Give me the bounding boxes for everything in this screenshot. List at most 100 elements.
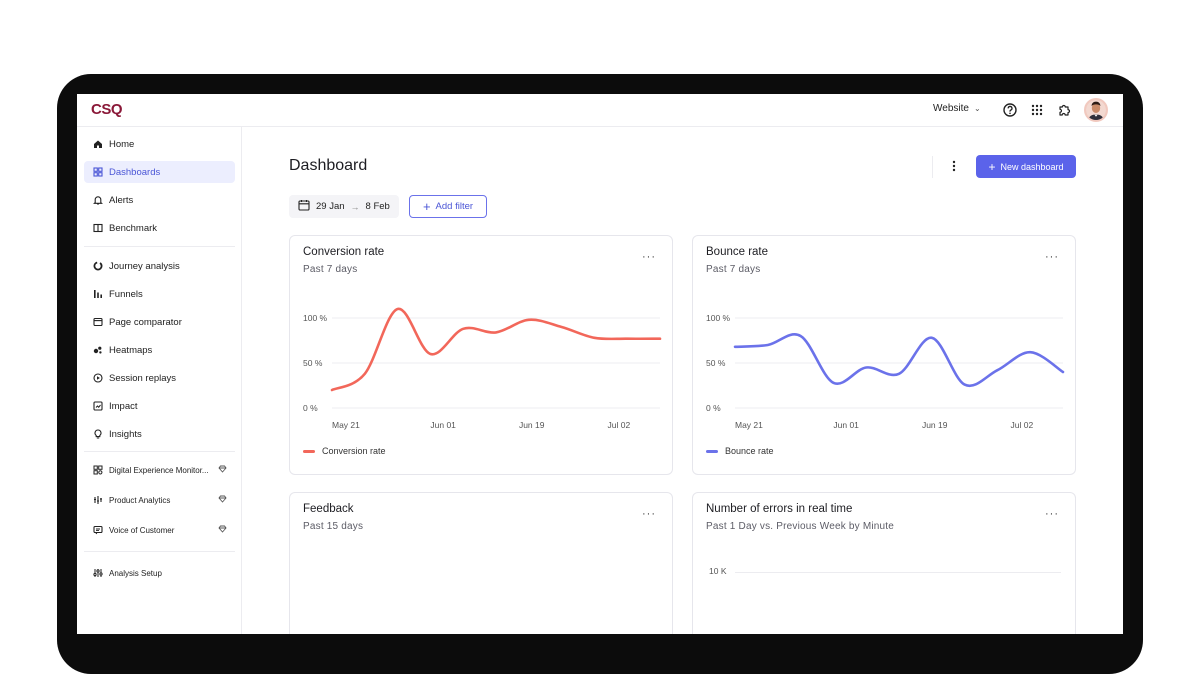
sidebar-item-home[interactable]: Home — [84, 133, 235, 155]
x-tick-label: Jul 02 — [608, 420, 631, 430]
card-title: Conversion rate — [303, 246, 385, 258]
app-screen: CSQ Website ⌄ Home Dashboards Alerts — [77, 94, 1123, 634]
feedback-card: Feedback Past 15 days ··· — [289, 492, 673, 634]
more-horizontal-icon[interactable]: ··· — [642, 508, 656, 520]
app-logo[interactable]: CSQ — [91, 101, 123, 118]
benchmark-icon — [92, 223, 103, 234]
y-tick-label: 50 % — [706, 358, 726, 368]
sidebar-item-impact[interactable]: Impact — [84, 395, 235, 417]
chart-legend: Conversion rate — [303, 446, 386, 456]
analytics-icon — [92, 495, 103, 506]
sidebar-item-benchmark[interactable]: Benchmark — [84, 217, 235, 239]
add-filter-label: Add filter — [435, 201, 474, 212]
more-horizontal-icon[interactable]: ··· — [1045, 251, 1059, 263]
diamond-icon — [218, 525, 227, 535]
journey-icon — [92, 261, 103, 272]
sidebar-item-analysis-setup[interactable]: Analysis Setup — [84, 562, 235, 584]
sidebar-item-label: Session replays — [109, 372, 177, 384]
add-filter-button[interactable]: + Add filter — [409, 195, 487, 218]
card-title: Feedback — [303, 503, 354, 515]
heatmap-icon — [92, 345, 103, 356]
legend-swatch — [303, 449, 315, 453]
card-subtitle: Past 7 days — [706, 264, 761, 275]
sidebar-item-label: Digital Experience Monitor... — [109, 465, 209, 475]
y-tick-label: 0 % — [303, 403, 318, 413]
sidebar-divider — [84, 451, 235, 452]
sidebar-item-label: Heatmaps — [109, 344, 153, 356]
bulb-icon — [92, 429, 103, 440]
sidebar-item-digital-experience-monitoring[interactable]: Digital Experience Monitor... — [84, 459, 235, 481]
top-bar: CSQ Website ⌄ — [77, 94, 1123, 127]
sidebar-item-funnels[interactable]: Funnels — [84, 283, 235, 305]
series-line — [733, 333, 1065, 388]
sidebar-item-heatmaps[interactable]: Heatmaps — [84, 339, 235, 361]
diamond-icon — [218, 495, 227, 505]
x-tick-label: Jun 19 — [519, 420, 545, 430]
sidebar-item-label: Journey analysis — [109, 260, 180, 272]
sidebar-item-journey-analysis[interactable]: Journey analysis — [84, 255, 235, 277]
sidebar-item-label: Dashboards — [109, 166, 161, 178]
page-title: Dashboard — [289, 157, 368, 174]
sidebar-item-label: Alerts — [109, 194, 134, 206]
bounce-rate-chart: 0 % 50 % 100 % May 21 Jun 01 Jun 19 Jul 02 — [706, 313, 1065, 430]
sidebar-divider — [84, 246, 235, 247]
legend-swatch — [706, 449, 718, 453]
help-icon[interactable] — [1002, 102, 1018, 118]
x-tick-label: May 21 — [735, 420, 763, 430]
funnel-bars-icon — [92, 289, 103, 300]
site-selector-label: Website — [933, 103, 969, 114]
x-tick-label: May 21 — [332, 420, 360, 430]
bell-icon — [92, 195, 103, 206]
monitor-icon — [92, 465, 103, 476]
sidebar-item-alerts[interactable]: Alerts — [84, 189, 235, 211]
sidebar-item-dashboards[interactable]: Dashboards — [84, 161, 235, 183]
more-horizontal-icon[interactable]: ··· — [1045, 508, 1059, 520]
diamond-icon — [218, 465, 227, 475]
sidebar-item-label: Insights — [109, 428, 142, 440]
card-subtitle: Past 1 Day vs. Previous Week by Minute — [706, 521, 895, 532]
page-compare-icon — [92, 317, 103, 328]
chart-legend: Bounce rate — [706, 446, 774, 456]
x-tick-label: Jun 01 — [430, 420, 456, 430]
sliders-icon — [92, 568, 103, 579]
plus-icon: + — [988, 159, 996, 174]
more-options-icon[interactable] — [946, 158, 962, 174]
sidebar-divider — [84, 551, 235, 552]
date-range-picker[interactable]: 29 Jan → 8 Feb — [289, 195, 399, 218]
y-tick-label: 50 % — [303, 358, 323, 368]
arrow-right-icon: → — [350, 201, 360, 212]
card-title: Bounce rate — [706, 246, 769, 258]
x-tick-label: Jun 01 — [833, 420, 859, 430]
new-dashboard-button[interactable]: + New dashboard — [976, 155, 1076, 178]
user-avatar[interactable] — [1084, 98, 1108, 122]
conversion-rate-chart: 0 % 50 % 100 % May 21 Jun 01 Jun 19 Jul 02 — [303, 307, 662, 430]
sidebar-item-voice-of-customer[interactable]: Voice of Customer — [84, 519, 235, 541]
errors-card: Number of errors in real time Past 1 Day… — [692, 492, 1076, 634]
sidebar-item-session-replays[interactable]: Session replays — [84, 367, 235, 389]
gridline — [735, 572, 1061, 573]
date-from: 29 Jan — [316, 201, 345, 212]
puzzle-icon[interactable] — [1056, 102, 1072, 118]
sidebar-item-label: Benchmark — [109, 222, 158, 234]
sidebar-item-label: Funnels — [109, 288, 143, 300]
apps-grid-icon[interactable] — [1029, 102, 1045, 118]
conversion-rate-card: Conversion rate Past 7 days ··· 0 % 50 % 1… — [289, 235, 673, 475]
sidebar-item-product-analytics[interactable]: Product Analytics — [84, 489, 235, 511]
chevron-down-icon: ⌄ — [973, 104, 981, 113]
y-tick-label: 100 % — [706, 313, 731, 323]
x-tick-label: Jun 19 — [922, 420, 948, 430]
sidebar-item-insights[interactable]: Insights — [84, 423, 235, 445]
legend-label: Conversion rate — [322, 446, 386, 456]
more-horizontal-icon[interactable]: ··· — [642, 251, 656, 263]
y-tick-label: 0 % — [706, 403, 721, 413]
sidebar-item-label: Home — [109, 138, 135, 150]
sidebar-item-page-comparator[interactable]: Page comparator — [84, 311, 235, 333]
bounce-rate-card: Bounce rate Past 7 days ··· 0 % 50 % 100 %… — [692, 235, 1076, 475]
x-tick-label: Jul 02 — [1011, 420, 1034, 430]
impact-icon — [92, 401, 103, 412]
plus-icon: + — [422, 198, 431, 214]
sidebar: Home Dashboards Alerts Benchmark Journey… — [77, 127, 242, 634]
card-subtitle: Past 15 days — [303, 521, 364, 532]
legend-label: Bounce rate — [725, 446, 774, 456]
site-selector[interactable]: Website ⌄ — [933, 103, 981, 114]
